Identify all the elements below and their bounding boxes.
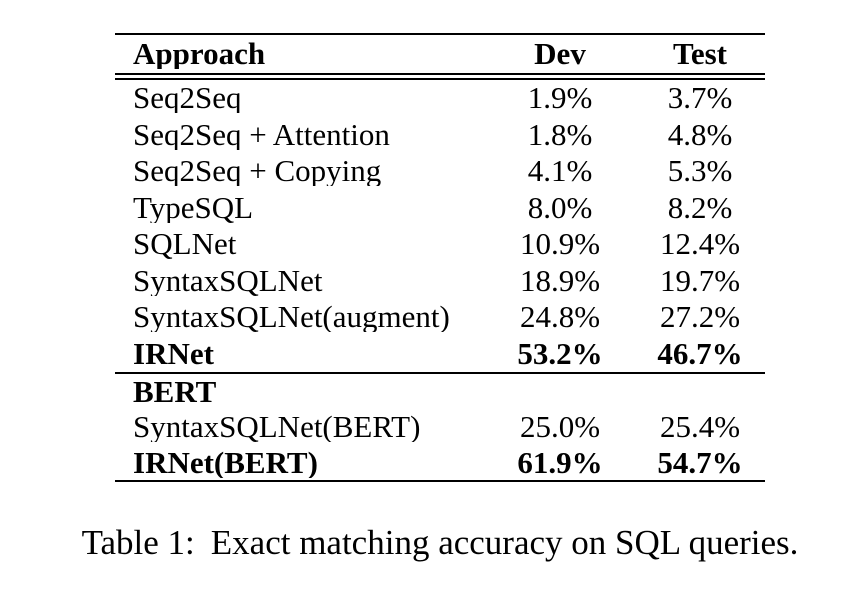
- test-cell: 4.8%: [667, 116, 733, 152]
- dev-cell: 4.1%: [527, 153, 593, 189]
- dev-cell: 1.8%: [527, 116, 593, 152]
- table-row: Seq2Seq + Attention 1.8% 4.8%: [115, 116, 765, 153]
- table-section-rule: [115, 371, 765, 374]
- table-row: SQLNet 10.9% 12.4%: [115, 226, 765, 263]
- table-row: SyntaxSQLNet 18.9% 19.7%: [115, 262, 765, 299]
- test-cell: 54.7%: [657, 444, 743, 480]
- table-row: Seq2Seq + Copying 4.1% 5.3%: [115, 153, 765, 190]
- approach-cell: SyntaxSQLNet: [133, 264, 323, 296]
- results-table: Approach Dev Test Seq2Seq 1.9% 3.7% Seq2…: [115, 33, 765, 482]
- table-row: TypeSQL 8.0% 8.2%: [115, 189, 765, 226]
- approach-cell: Seq2Seq + Copying: [133, 155, 382, 187]
- column-header-dev: Dev: [534, 36, 586, 72]
- column-header-approach: Approach: [133, 38, 266, 70]
- approach-cell: SQLNet: [133, 228, 237, 260]
- dev-cell: 25.0%: [519, 409, 601, 445]
- approach-cell: TypeSQL: [133, 191, 254, 223]
- test-cell: 3.7%: [667, 80, 733, 116]
- caption-text: Exact matching accuracy on SQL queries.: [210, 523, 799, 562]
- table-row: SyntaxSQLNet(augment) 24.8% 27.2%: [115, 299, 765, 336]
- dev-cell: 10.9%: [519, 226, 601, 262]
- table-rule-bottom: [115, 480, 765, 482]
- approach-cell: BERT: [133, 375, 217, 407]
- table-row: SyntaxSQLNet(BERT) 25.0% 25.4%: [115, 409, 765, 445]
- table-row: IRNet 53.2% 46.7%: [115, 335, 765, 372]
- table-caption: Table 1: Exact matching accuracy on SQL q…: [82, 522, 799, 564]
- test-cell: 5.3%: [667, 153, 733, 189]
- test-cell: 27.2%: [659, 299, 741, 335]
- column-header-test: Test: [673, 36, 727, 72]
- approach-cell: IRNet: [133, 337, 214, 369]
- test-cell: 25.4%: [659, 409, 741, 445]
- dev-cell: 61.9%: [517, 444, 603, 480]
- test-cell: 8.2%: [667, 189, 733, 225]
- test-cell: 46.7%: [657, 335, 743, 371]
- table-row: BERT: [115, 374, 765, 410]
- dev-cell: 24.8%: [519, 299, 601, 335]
- table-rule-top: [115, 33, 765, 35]
- table-row: IRNet(BERT) 61.9% 54.7%: [115, 445, 765, 481]
- caption-label: Table 1:: [81, 523, 195, 562]
- dev-cell: 53.2%: [517, 335, 603, 371]
- approach-cell: Seq2Seq + Attention: [133, 118, 390, 150]
- test-cell: 12.4%: [659, 226, 741, 262]
- table-header-row: Approach Dev Test: [115, 35, 765, 73]
- approach-cell: SyntaxSQLNet(augment): [133, 301, 450, 333]
- approach-cell: SyntaxSQLNet(BERT): [133, 411, 421, 443]
- dev-cell: 1.9%: [527, 80, 593, 116]
- dev-cell: 8.0%: [527, 189, 593, 225]
- table-rule-double: [115, 72, 765, 80]
- test-cell: 19.7%: [659, 262, 741, 298]
- approach-cell: IRNet(BERT): [133, 446, 318, 478]
- dev-cell: 18.9%: [519, 262, 601, 298]
- table-row: Seq2Seq 1.9% 3.7%: [115, 80, 765, 117]
- approach-cell: Seq2Seq: [133, 82, 242, 114]
